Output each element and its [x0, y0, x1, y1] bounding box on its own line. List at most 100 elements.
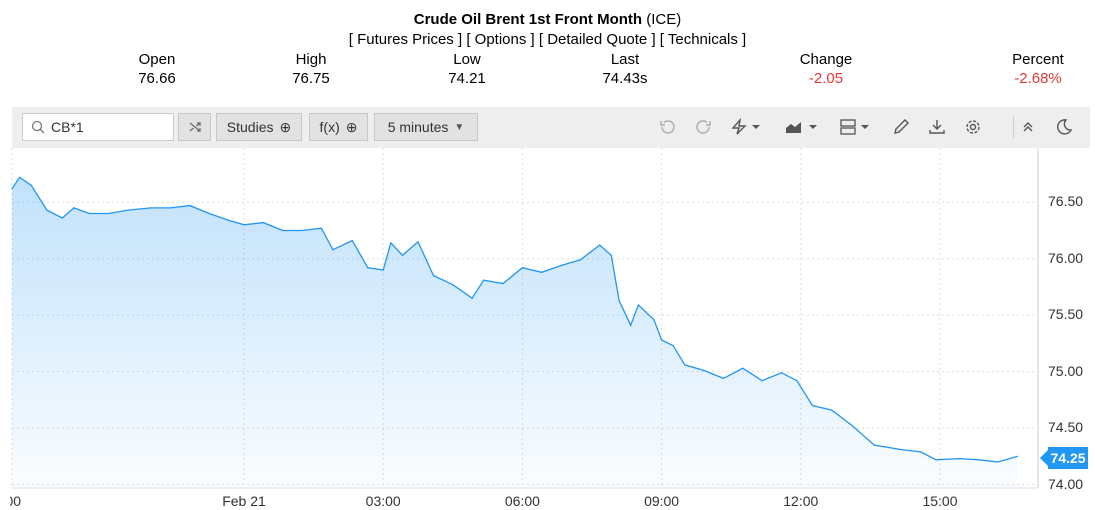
data-point [282, 229, 284, 232]
interval-value: 5 minutes [387, 119, 449, 135]
download-icon[interactable] [928, 118, 946, 136]
data-point [483, 279, 485, 281]
link-options[interactable]: [ Options ] [466, 31, 535, 48]
link-futures-prices[interactable]: [ Futures Prices ] [348, 31, 463, 48]
chevron-down-icon: ▼ [454, 121, 465, 133]
data-point [127, 209, 129, 211]
redo-icon[interactable] [695, 118, 713, 136]
y-tick-label: 76.50 [1048, 193, 1084, 210]
data-point [332, 249, 334, 251]
data-point [653, 319, 655, 321]
data-point [873, 444, 875, 446]
symbol-search-input[interactable]: CB*1 [22, 113, 174, 141]
data-point [390, 242, 392, 244]
price-area-fill [12, 177, 1018, 488]
lightning-icon[interactable] [730, 118, 766, 136]
data-point [672, 345, 674, 347]
stat-label: Percent [1012, 51, 1064, 68]
data-point [610, 254, 612, 256]
undo-icon[interactable] [658, 118, 676, 136]
data-point [189, 205, 191, 207]
data-point [301, 229, 303, 232]
plus-circle-icon: ⊕ [345, 118, 358, 135]
y-tick-label: 74.00 [1048, 475, 1084, 492]
stat-high: High 76.75 [271, 50, 351, 88]
data-point [761, 380, 763, 382]
stat-value: -2.68% [1014, 70, 1062, 87]
price-chart[interactable] [0, 148, 1095, 510]
data-point [46, 209, 48, 211]
data-point [811, 404, 814, 407]
stat-label: Last [610, 51, 640, 68]
stat-value: 74.43s [602, 70, 648, 87]
gear-icon[interactable] [964, 118, 982, 136]
x-tick-label: 12:00 [783, 493, 819, 509]
area-chart-icon[interactable] [784, 118, 822, 136]
data-point [742, 367, 744, 369]
chart-toolbar: CB*1 Studies ⊕ f(x) ⊕ 5 minutes ▼ [12, 107, 1090, 148]
data-point [150, 207, 152, 209]
instrument-name: Crude Oil Brent 1st Front Month [413, 11, 643, 28]
data-point [900, 448, 902, 451]
exchange-label: (ICE) [646, 11, 682, 28]
data-point [30, 184, 32, 186]
data-point [618, 299, 620, 302]
data-point [599, 244, 601, 246]
data-point [850, 424, 852, 426]
data-point [560, 264, 562, 267]
y-tick-label: 75.00 [1048, 362, 1084, 379]
data-point [541, 271, 543, 273]
stat-label: Low [453, 51, 481, 68]
data-point [169, 207, 172, 209]
data-point [796, 380, 798, 382]
fx-label: f(x) [319, 119, 340, 135]
data-point [978, 459, 980, 461]
symbol-value: CB*1 [51, 119, 84, 135]
data-point [997, 461, 999, 463]
moon-icon[interactable] [1055, 118, 1073, 136]
data-point [108, 212, 110, 215]
data-point [958, 458, 960, 460]
data-point [722, 377, 725, 380]
data-point [88, 212, 90, 215]
interval-select[interactable]: 5 minutes ▼ [374, 113, 478, 141]
data-point [61, 217, 63, 219]
link-technicals[interactable]: [ Technicals ] [659, 31, 747, 48]
data-point [351, 240, 353, 242]
data-point [684, 364, 686, 366]
link-detailed-quote[interactable]: [ Detailed Quote ] [538, 31, 656, 48]
studies-button[interactable]: Studies ⊕ [216, 113, 302, 141]
pencil-icon[interactable] [892, 118, 910, 136]
data-point [703, 369, 705, 372]
data-point [208, 212, 210, 215]
toolbar-divider [1013, 116, 1014, 138]
x-tick-label: 19:00 [1, 493, 22, 509]
data-point [19, 176, 21, 178]
data-point [11, 188, 13, 190]
stat-label: Open [138, 51, 176, 68]
data-point [637, 304, 640, 306]
page-title: Crude Oil Brent 1st Front Month (ICE) [0, 11, 1095, 28]
data-point [320, 227, 322, 229]
x-tick-label: 06:00 [504, 493, 540, 509]
stat-label: Change [799, 51, 853, 68]
data-point [262, 221, 264, 224]
data-point [521, 267, 524, 269]
stat-value: 74.21 [448, 70, 486, 87]
layout-icon[interactable] [839, 118, 875, 136]
data-point [831, 409, 833, 411]
x-tick-label: 03:00 [365, 493, 401, 509]
stat-last: Last 74.43s [585, 50, 665, 88]
data-point [661, 339, 663, 341]
quote-links: [ Futures Prices ] [ Options ] [ Detaile… [0, 31, 1095, 48]
compare-button[interactable] [178, 113, 211, 141]
data-point [401, 254, 404, 256]
stat-open: Open 76.66 [117, 50, 197, 88]
last-price-label: 74.25 [1040, 447, 1088, 469]
collapse-icon[interactable] [1019, 118, 1037, 136]
data-point [471, 297, 473, 299]
data-point [452, 284, 454, 286]
fx-button[interactable]: f(x) ⊕ [309, 113, 368, 141]
stat-value: 76.75 [292, 70, 330, 87]
stat-value: -2.05 [808, 70, 844, 87]
